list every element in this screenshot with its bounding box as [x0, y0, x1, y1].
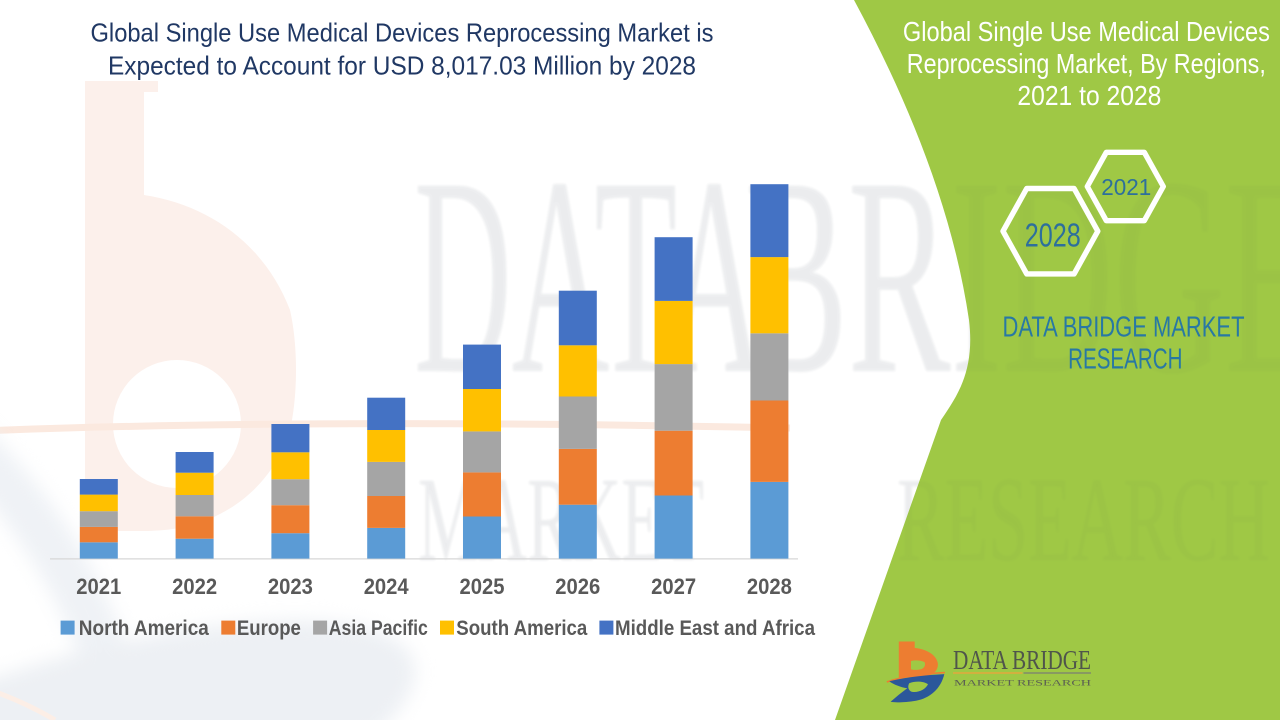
- svg-text:Middle East and Africa: Middle East and Africa: [615, 617, 815, 640]
- svg-text:2026: 2026: [555, 574, 600, 599]
- svg-text:MARKET RESEARCH: MARKET RESEARCH: [954, 677, 1091, 687]
- svg-text:2021: 2021: [1101, 174, 1151, 200]
- svg-text:2028: 2028: [1025, 217, 1081, 254]
- svg-text:Europe: Europe: [237, 617, 301, 640]
- svg-text:2023: 2023: [268, 574, 313, 599]
- svg-text:2025: 2025: [460, 574, 505, 599]
- svg-text:2028: 2028: [747, 574, 792, 599]
- svg-text:2027: 2027: [651, 574, 696, 599]
- svg-text:DATA BRIDGE: DATA BRIDGE: [953, 645, 1091, 675]
- svg-text:2024: 2024: [364, 574, 410, 599]
- svg-text:2021: 2021: [76, 574, 121, 599]
- svg-text:Global Single Use Medical Devi: Global Single Use Medical Devices Reproc…: [91, 18, 714, 48]
- svg-text:Asia Pacific: Asia Pacific: [329, 617, 428, 640]
- svg-text:RESEARCH: RESEARCH: [1068, 343, 1182, 375]
- svg-text:North America: North America: [79, 617, 209, 640]
- svg-text:2021 to 2028: 2021 to 2028: [1017, 80, 1161, 111]
- svg-text:Expected to Account for USD 8,: Expected to Account for USD 8,017.03 Mil…: [108, 51, 696, 81]
- svg-text:South America: South America: [456, 617, 587, 640]
- svg-text:2022: 2022: [172, 574, 217, 599]
- svg-text:DATA BRIDGE MARKET: DATA BRIDGE MARKET: [1003, 311, 1245, 343]
- svg-text:Global Single Use Medical Devi: Global Single Use Medical Devices: [903, 16, 1270, 47]
- svg-text:Reprocessing Market, By Region: Reprocessing Market, By Regions,: [907, 48, 1266, 79]
